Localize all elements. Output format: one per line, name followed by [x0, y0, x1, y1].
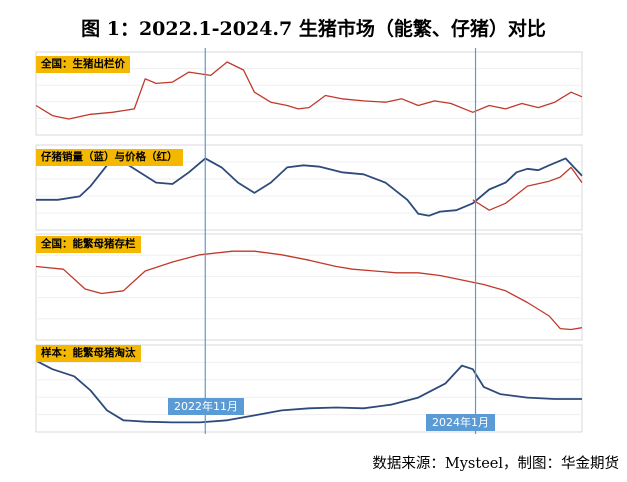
series-line-1-0 [36, 157, 583, 217]
series-line-2-0 [35, 250, 583, 331]
series-line-1-1 [472, 166, 583, 211]
series-line-3-0 [35, 359, 582, 424]
panel-label-sow-culling: 样本：能繁母猪淘汰 [36, 345, 141, 362]
date-marker-2022-11: 2022年11月 [168, 398, 244, 415]
panel-label-sow-inventory: 全国：能繁母猪存栏 [36, 236, 141, 253]
panel-label-pig-price: 全国：生猪出栏价 [36, 56, 130, 73]
date-marker-2024-1: 2024年1月 [426, 414, 495, 431]
source-note: 数据来源：Mysteel，制图：华金期货 [372, 456, 619, 472]
figure-title: 图 1：2022.1-2024.7 生猪市场（能繁、仔猪）对比 [81, 18, 546, 40]
series-line-0-0 [35, 61, 583, 120]
panel-label-piglet: 仔猪销量（蓝）与价格（红） [36, 149, 183, 166]
